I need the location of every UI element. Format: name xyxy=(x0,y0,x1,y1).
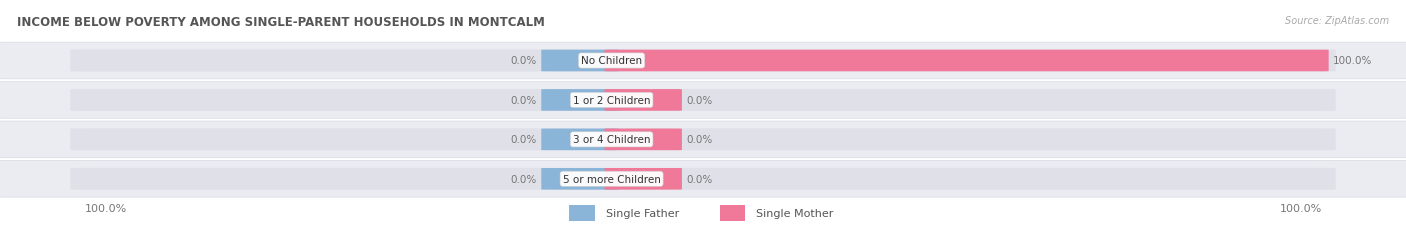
FancyBboxPatch shape xyxy=(541,50,619,72)
Text: 0.0%: 0.0% xyxy=(686,135,713,145)
Text: No Children: No Children xyxy=(581,56,643,66)
FancyBboxPatch shape xyxy=(0,43,1406,79)
Text: 0.0%: 0.0% xyxy=(510,135,537,145)
Text: 100.0%: 100.0% xyxy=(1333,56,1372,66)
Text: 100.0%: 100.0% xyxy=(84,203,127,213)
Text: 5 or more Children: 5 or more Children xyxy=(562,174,661,184)
Text: 3 or 4 Children: 3 or 4 Children xyxy=(572,135,651,145)
FancyBboxPatch shape xyxy=(541,129,619,151)
Text: 0.0%: 0.0% xyxy=(510,56,537,66)
Text: 0.0%: 0.0% xyxy=(510,174,537,184)
FancyBboxPatch shape xyxy=(605,90,682,111)
Text: 0.0%: 0.0% xyxy=(510,95,537,106)
FancyBboxPatch shape xyxy=(605,50,1329,72)
FancyBboxPatch shape xyxy=(0,122,1406,158)
FancyBboxPatch shape xyxy=(541,90,619,111)
Text: 0.0%: 0.0% xyxy=(686,174,713,184)
FancyBboxPatch shape xyxy=(605,129,682,151)
FancyBboxPatch shape xyxy=(70,90,1336,111)
FancyBboxPatch shape xyxy=(605,168,682,190)
Text: Single Father: Single Father xyxy=(606,208,679,218)
Text: 100.0%: 100.0% xyxy=(1279,203,1322,213)
FancyBboxPatch shape xyxy=(70,50,1336,72)
FancyBboxPatch shape xyxy=(0,82,1406,119)
FancyBboxPatch shape xyxy=(70,168,1336,190)
Text: INCOME BELOW POVERTY AMONG SINGLE-PARENT HOUSEHOLDS IN MONTCALM: INCOME BELOW POVERTY AMONG SINGLE-PARENT… xyxy=(17,16,544,29)
Text: 1 or 2 Children: 1 or 2 Children xyxy=(572,95,651,106)
Bar xyxy=(569,205,595,221)
FancyBboxPatch shape xyxy=(541,168,619,190)
Text: Source: ZipAtlas.com: Source: ZipAtlas.com xyxy=(1285,16,1389,26)
Text: Single Mother: Single Mother xyxy=(756,208,834,218)
Bar xyxy=(720,205,745,221)
FancyBboxPatch shape xyxy=(0,161,1406,197)
FancyBboxPatch shape xyxy=(70,129,1336,151)
Text: 0.0%: 0.0% xyxy=(686,95,713,106)
